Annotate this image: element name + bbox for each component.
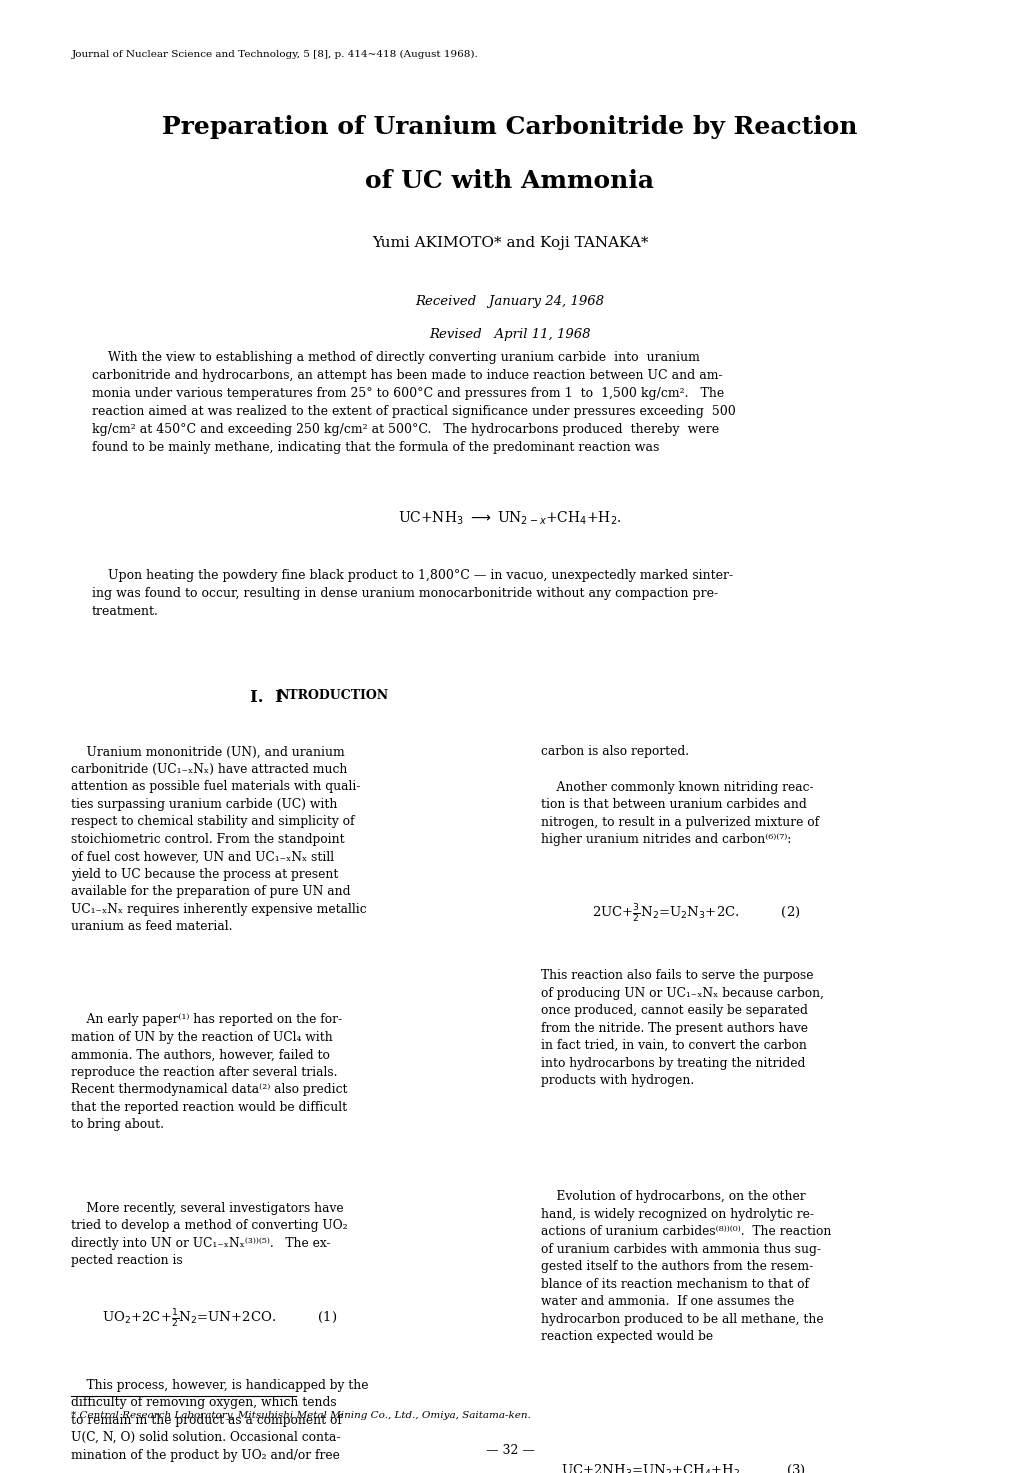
Text: — 32 —: — 32 —	[485, 1444, 534, 1457]
Text: I.  I: I. I	[250, 689, 282, 707]
Text: This process, however, is handicapped by the
difficulty of removing oxygen, whic: This process, however, is handicapped by…	[71, 1379, 369, 1461]
Text: carbon is also reported.: carbon is also reported.	[540, 745, 688, 759]
Text: Evolution of hydrocarbons, on the other
hand, is widely recognized on hydrolytic: Evolution of hydrocarbons, on the other …	[540, 1190, 830, 1343]
Text: Another commonly known nitriding reac-
tion is that between uranium carbides and: Another commonly known nitriding reac- t…	[540, 781, 818, 846]
Text: Journal of Nuclear Science and Technology, 5 [8], p. 414~418 (August 1968).: Journal of Nuclear Science and Technolog…	[71, 50, 478, 59]
Text: Revised   April 11, 1968: Revised April 11, 1968	[429, 328, 590, 342]
Text: An early paper⁽¹⁾ has reported on the for-
mation of UN by the reaction of UCl₄ : An early paper⁽¹⁾ has reported on the fo…	[71, 1013, 347, 1131]
Text: NTRODUCTION: NTRODUCTION	[277, 689, 388, 703]
Text: 2UC+$\frac{3}{2}$N$_2$=U$_2$N$_3$+2C.          (2): 2UC+$\frac{3}{2}$N$_2$=U$_2$N$_3$+2C. (2…	[591, 903, 800, 925]
Text: This reaction also fails to serve the purpose
of producing UN or UC₁₋ₓNₓ because: This reaction also fails to serve the pu…	[540, 969, 822, 1087]
Text: * Central Research Laboratory, Mitsubishi Metal Mining Co., Ltd., Omiya, Saitama: * Central Research Laboratory, Mitsubish…	[71, 1411, 531, 1420]
Text: More recently, several investigators have
tried to develop a method of convertin: More recently, several investigators hav…	[71, 1202, 347, 1267]
Text: UC+NH$_3$ $\longrightarrow$ UN$_{2-x}$+CH$_4$+H$_2$.: UC+NH$_3$ $\longrightarrow$ UN$_{2-x}$+C…	[397, 510, 622, 527]
Text: Yumi AKIMOTO* and Koji TANAKA*: Yumi AKIMOTO* and Koji TANAKA*	[371, 236, 648, 250]
Text: Uranium mononitride (UN), and uranium
carbonitride (UC₁₋ₓNₓ) have attracted much: Uranium mononitride (UN), and uranium ca…	[71, 745, 367, 934]
Text: With the view to establishing a method of directly converting uranium carbide  i: With the view to establishing a method o…	[92, 351, 735, 454]
Text: of UC with Ammonia: of UC with Ammonia	[365, 169, 654, 193]
Text: Preparation of Uranium Carbonitride by Reaction: Preparation of Uranium Carbonitride by R…	[162, 115, 857, 138]
Text: UO$_2$+2C+$\frac{1}{2}$N$_2$=UN+2CO.          (1): UO$_2$+2C+$\frac{1}{2}$N$_2$=UN+2CO. (1)	[102, 1308, 337, 1330]
Text: Upon heating the powdery fine black product to 1,800°C — in vacuo, unexpectedly : Upon heating the powdery fine black prod…	[92, 569, 733, 617]
Text: Received   January 24, 1968: Received January 24, 1968	[415, 295, 604, 308]
Text: UC+2NH$_3$=UN$_2$+CH$_4$+H$_2$,          (3): UC+2NH$_3$=UN$_2$+CH$_4$+H$_2$, (3)	[560, 1463, 805, 1473]
